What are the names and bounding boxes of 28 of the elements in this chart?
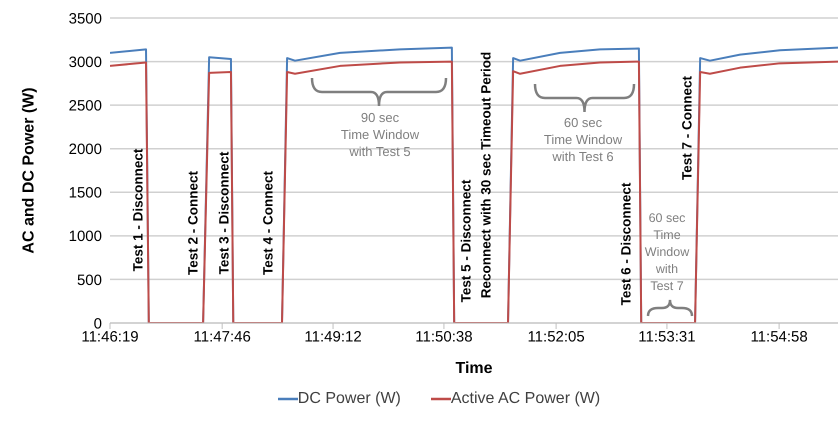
annotation: 90 sec Time Window with Test 5 [340,110,420,158]
y-tick-label: 500 [76,272,102,289]
x-tick-label: 11:53:31 [638,328,696,346]
annotation: Test 5 - Disconnect [458,179,474,302]
x-axis-title: Time [455,360,493,377]
x-tick-label: 11:50:38 [415,328,473,346]
annotation: Test 4 - Connect [260,170,276,276]
annotation: Test 3 - Disconnect [216,151,232,274]
annotation: Test 7 - Connect [680,75,694,180]
annotation: Test 6 - Disconnect [618,182,634,306]
annotation: Test 2 - Connect [186,170,200,276]
annotation: 60 sec Time Window with Test 6 [544,114,623,164]
x-tick-label: 11:49:12 [304,328,362,346]
annotation: 60 sec Time Window with Test 7 [644,211,690,293]
y-tick-label: 1500 [68,184,102,202]
y-tick-label: 1000 [68,228,102,246]
x-tick-label: 11:52:05 [527,328,585,346]
y-axis-title: AC and DC Power (W) [20,87,38,254]
y-tick-label: 3000 [68,54,102,71]
annotation: Test 1 - Disconnect [130,148,146,272]
y-tick-label: 3500 [68,10,102,28]
y-tick-label: 2000 [68,141,102,158]
legend-label: Active AC Power (W) [450,390,600,408]
x-tick-label: 11:47:46 [194,328,251,346]
y-tick-label: 2500 [68,97,102,114]
x-tick-label: 11:54:58 [750,328,808,346]
annotation: Reconnect with 30 sec Timeout Period [478,52,494,298]
legend-label: DC Power (W) [298,390,401,408]
